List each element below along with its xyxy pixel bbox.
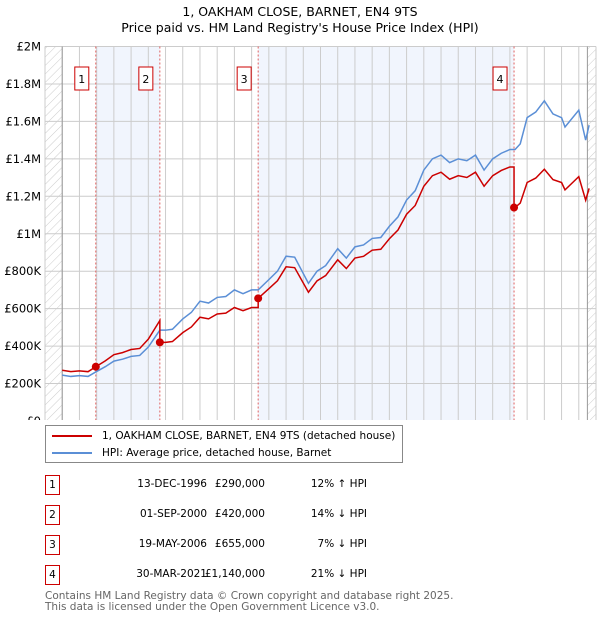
sale-label-box: [236, 66, 252, 91]
sale-price: £1,140,000: [204, 568, 265, 580]
sale-hpi: 14% ↓ HPI: [310, 508, 367, 520]
legend-label-hpi: HPI: Average price, detached house, Barn…: [102, 447, 332, 459]
sale-hpi: 21% ↓ HPI: [310, 568, 367, 580]
sale-number: 4: [45, 565, 60, 585]
chart-subtitle: Price paid vs. HM Land Registry's House …: [121, 20, 479, 35]
sale-row: 3 19-MAY-2006 £655,000 7% ↓ HPI: [45, 535, 445, 555]
sale-row: 4 30-MAR-2021 £1,140,000 21% ↓ HPI: [45, 565, 445, 585]
sale-price: £655,000: [214, 538, 265, 550]
sale-row: 2 01-SEP-2000 £420,000 14% ↓ HPI: [45, 505, 445, 525]
y-tick-label: £200K: [4, 377, 41, 391]
sale-point: [155, 338, 164, 347]
sale-point: [91, 362, 100, 371]
y-tick-label: £600K: [4, 302, 41, 316]
sale-point: [510, 203, 519, 212]
sale-number: 2: [45, 505, 60, 525]
hpi-line: [62, 99, 590, 378]
y-tick-label: £1M: [16, 227, 41, 241]
sale-date: 19-MAY-2006: [138, 538, 207, 550]
chart-title: 1, OAKHAM CLOSE, BARNET, EN4 9TS: [182, 4, 418, 19]
sale-row: 1 13-DEC-1996 £290,000 12% ↑ HPI: [45, 475, 445, 495]
legend-item-price: 1, OAKHAM CLOSE, BARNET, EN4 9TS (detach…: [52, 428, 395, 444]
sale-label: 4: [497, 73, 504, 86]
y-tick-label: £800K: [4, 264, 41, 278]
footer-copyright: Contains HM Land Registry data © Crown c…: [45, 590, 454, 602]
legend-swatch-hpi: [52, 452, 92, 454]
y-tick-label: £1.6M: [5, 114, 41, 128]
sale-label: 1: [78, 73, 85, 86]
sale-hpi: 7% ↓ HPI: [317, 538, 367, 550]
price-chart: 1994199519961997199819992000200120022003…: [4, 40, 597, 420]
sale-date: 13-DEC-1996: [137, 478, 207, 490]
sale-date: 30-MAR-2021: [136, 568, 207, 580]
y-tick-label: £2M: [16, 40, 41, 54]
legend-label-price: 1, OAKHAM CLOSE, BARNET, EN4 9TS (detach…: [102, 430, 396, 442]
sale-label-box: [138, 66, 154, 91]
sale-number: 1: [45, 475, 60, 495]
sale-date: 01-SEP-2000: [139, 508, 207, 520]
legend: 1, OAKHAM CLOSE, BARNET, EN4 9TS (detach…: [45, 425, 403, 463]
y-tick-label: £1.8M: [5, 77, 41, 91]
sale-number: 3: [45, 535, 60, 555]
legend-item-hpi: HPI: Average price, detached house, Barn…: [52, 445, 331, 461]
y-tick-label: £0: [26, 414, 41, 420]
sale-label: 2: [142, 73, 149, 86]
sale-price: £290,000: [214, 478, 265, 490]
y-tick-label: £1.4M: [5, 152, 41, 166]
sale-label-box: [74, 66, 90, 91]
sale-point: [254, 294, 263, 303]
sale-price: £420,000: [214, 508, 265, 520]
footer-licence: This data is licensed under the Open Gov…: [45, 601, 380, 613]
legend-swatch-price: [52, 435, 92, 437]
sale-hpi: 12% ↑ HPI: [310, 478, 367, 490]
sale-label: 3: [241, 73, 248, 86]
sale-label-box: [492, 66, 508, 91]
y-tick-label: £400K: [4, 339, 41, 353]
y-tick-label: £1.2M: [5, 189, 41, 203]
